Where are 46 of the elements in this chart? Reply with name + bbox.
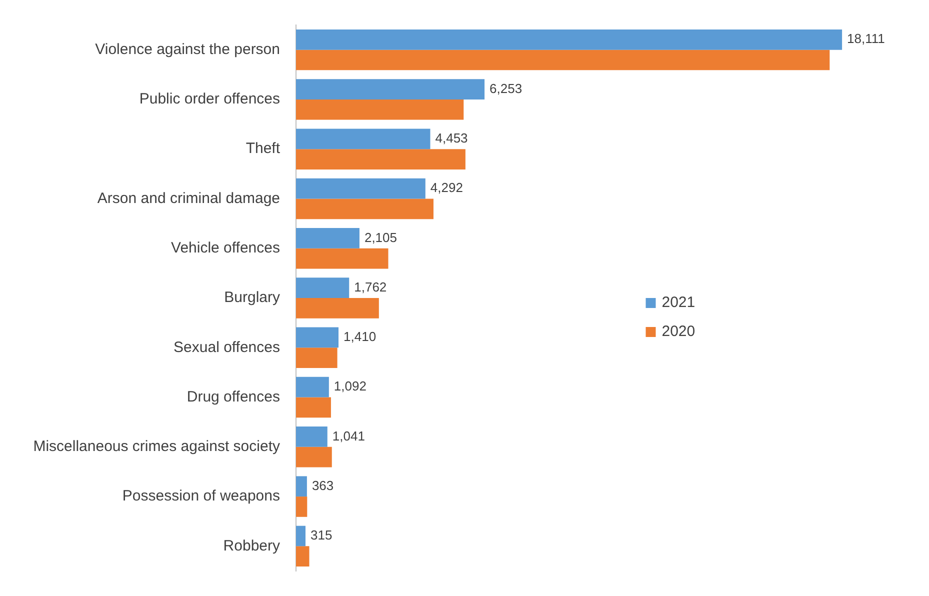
bar — [296, 198, 434, 220]
bar — [296, 496, 308, 517]
bar — [296, 149, 466, 170]
bar — [296, 29, 842, 50]
data-label: 315 — [310, 528, 332, 543]
bar — [296, 327, 339, 348]
bar — [296, 546, 310, 567]
bar — [296, 446, 332, 468]
data-label: 363 — [312, 478, 334, 493]
y-tick-label: Arson and criminal damage — [97, 190, 280, 207]
bar — [296, 476, 307, 497]
bar — [296, 526, 306, 546]
legend-label: 2021 — [662, 294, 696, 312]
bar — [296, 278, 350, 298]
data-label: 18,111 — [847, 31, 885, 46]
bar — [296, 228, 360, 248]
bar — [296, 376, 329, 398]
bar — [296, 298, 379, 318]
y-tick-label: Miscellaneous crimes against society — [33, 438, 280, 456]
data-label: 1,092 — [334, 378, 366, 394]
y-tick-label: Drug offences — [186, 388, 280, 406]
legend-label: 2020 — [662, 323, 696, 340]
data-label: 4,292 — [430, 180, 463, 196]
y-tick-label: Violence against the person — [95, 40, 280, 58]
data-label: 4,453 — [435, 130, 468, 146]
bar — [296, 397, 331, 418]
bar — [296, 50, 830, 70]
data-label: 1,041 — [332, 428, 365, 444]
y-tick-label: Vehicle offences — [171, 240, 280, 257]
data-label: 1,762 — [354, 279, 387, 294]
bar — [296, 426, 328, 447]
bar — [296, 79, 485, 100]
bar — [296, 348, 338, 368]
y-tick-label: Theft — [246, 140, 281, 158]
data-label: 2,105 — [364, 230, 398, 245]
bar — [296, 178, 426, 199]
y-tick-label: Burglary — [224, 289, 280, 306]
y-tick-label: Possession of weapons — [122, 488, 280, 505]
data-label: 6,253 — [490, 80, 522, 96]
bar — [296, 248, 388, 269]
y-tick-label: Sexual offences — [174, 338, 280, 356]
y-tick-label: Public order offences — [139, 90, 280, 108]
data-label: 1,410 — [344, 329, 376, 344]
bar — [296, 99, 464, 120]
y-tick-label: Robbery — [223, 537, 280, 554]
bar — [296, 128, 430, 150]
